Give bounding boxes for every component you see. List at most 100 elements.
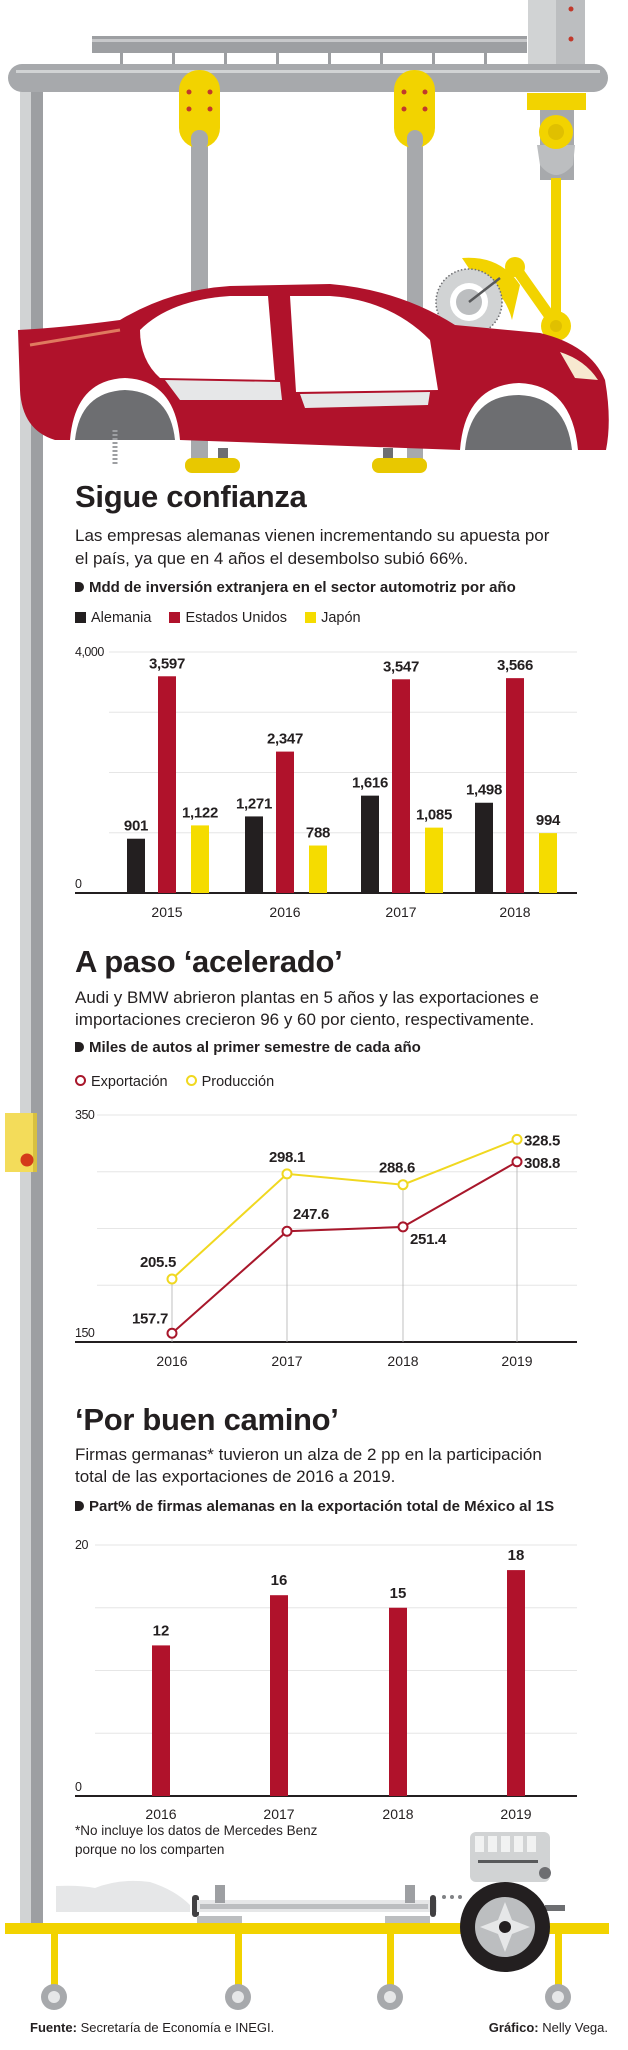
data-label: 308.8 [524,1155,560,1172]
legend-swatch [305,612,317,623]
x-tick-label: 2015 [151,904,182,920]
graphic-text: Nelly Vega. [538,2020,608,2035]
point-exportación-2018 [397,1221,409,1233]
data-label: 12 [153,1622,170,1639]
yellow-rail [5,1923,609,1934]
bullet-icon [75,1042,84,1052]
bar-estados-unidos-2015 [158,676,176,893]
x-tick-label: 2018 [387,1353,418,1369]
data-label: 1,085 [416,807,452,824]
data-label: 251.4 [410,1231,447,1248]
section1-title: Sigue confianza [75,479,307,514]
data-label: 1,122 [182,804,218,821]
x-tick-label: 2018 [382,1806,413,1822]
legend-item-produccion: Producción [185,1074,275,1090]
engine [470,1832,565,1911]
footnote-line1: *No incluye los datos de Mercedes Benz [75,1823,318,1838]
legend-item-estados-unidos: Estados Unidos [169,610,287,626]
point-exportación-2016 [166,1327,178,1339]
car-body [18,284,609,473]
y-tick-label: 4,000 [75,645,104,659]
chart1-legend: Alemania Estados Unidos Japón [75,610,361,626]
x-tick-label: 2016 [145,1806,176,1822]
data-label: 328.5 [524,1132,560,1149]
bar-alemania-2017 [361,795,379,893]
legend-label: Alemania [91,610,152,626]
subhead-text: Miles de autos al primer semestre de cad… [89,1039,421,1056]
section3-subtitle-line2: total de las exportaciones de 2016 a 201… [75,1467,396,1486]
data-label: 15 [390,1585,407,1602]
section1-subtitle-line1: Las empresas alemanas vienen incrementan… [75,526,550,545]
section1-subtitle-line2: el país, ya que en 4 años el desembolso … [75,549,469,568]
legend-swatch [169,612,181,623]
line-exportación [171,1160,518,1335]
point-producción-2018 [397,1179,409,1191]
bar-alemania-2015 [127,838,145,893]
legend-label: Exportación [91,1074,168,1090]
x-tick-label: 2017 [271,1353,302,1369]
footnote-line2: porque no los comparten [75,1842,225,1857]
point-exportación-2019 [511,1156,523,1168]
y-tick-label: 0 [75,1780,82,1794]
x-tick-label: 2019 [500,1806,531,1822]
chart2-legend: Exportación Producción [75,1074,274,1090]
data-label: 3,597 [149,655,185,672]
bar-japón-2015 [191,825,209,893]
bullet-icon [75,1501,84,1511]
legend-item-alemania: Alemania [75,610,151,626]
y-tick-label: 20 [75,1538,88,1552]
robot-arm [435,93,586,341]
rail-wheels [51,1934,562,1989]
source-credit: Fuente: Secretaría de Economía e INEGI. [30,2020,274,2035]
data-label: 3,566 [497,657,533,674]
legend-item-japon: Japón [305,610,361,626]
graphic-label: Gráfico: [488,2020,539,2035]
bar-japón-2016 [309,845,327,893]
bar-japón-2018 [539,833,557,893]
section3-subtitle-line1: Firmas germanas* tuvieron un alza de 2 p… [75,1445,542,1464]
data-label: 3,547 [383,658,419,675]
bar-2016 [152,1645,170,1796]
data-label: 1,498 [466,782,502,799]
section2-subtitle-line2: importaciones crecieron 96 y 60 por cien… [75,1010,535,1029]
subhead-text: Mdd de inversión extranjera en el sector… [89,579,516,596]
y-tick-label: 350 [75,1108,95,1122]
legend-label: Estados Unidos [185,610,288,626]
bullet-icon [75,582,84,592]
bar-2017 [270,1595,288,1796]
point-producción-2019 [511,1133,523,1145]
x-tick-label: 2017 [263,1806,294,1822]
section1-chart-subhead: Mdd de inversión extranjera en el sector… [75,579,516,596]
y-tick-label: 0 [75,877,82,891]
legend-item-exportacion: Exportación [75,1074,168,1090]
pole-control-box [5,1113,37,1172]
data-label: 205.5 [140,1254,176,1271]
bar-2018 [389,1607,407,1796]
bar-estados-unidos-2016 [276,751,294,893]
bar-alemania-2016 [245,816,263,893]
data-label: 1,616 [352,775,388,792]
data-label: 1,271 [236,795,272,812]
legend-marker [75,1075,86,1086]
point-producción-2017 [281,1168,293,1180]
source-label: Fuente: [30,2020,77,2035]
data-label: 788 [306,825,330,842]
legend-swatch [75,612,86,623]
bar-japón-2017 [425,827,443,893]
section2-subtitle-line1: Audi y BMW abrieron plantas en 5 años y … [75,988,539,1007]
bar-2019 [507,1570,525,1796]
section2-chart-subhead: Miles de autos al primer semestre de cad… [75,1039,421,1056]
data-label: 901 [124,818,148,835]
legend-marker [185,1075,197,1086]
chassis [56,1880,462,1926]
section3-chart-subhead: Part% de firmas alemanas en la exportaci… [75,1498,554,1515]
x-tick-label: 2016 [156,1353,187,1369]
data-label: 288.6 [379,1160,415,1177]
data-label: 18 [508,1547,525,1564]
x-tick-label: 2018 [499,904,530,920]
graphic-credit: Gráfico: Nelly Vega. [489,2020,608,2035]
data-label: 2,347 [267,731,303,748]
tire [460,1882,550,1972]
legend-label: Producción [201,1074,275,1090]
